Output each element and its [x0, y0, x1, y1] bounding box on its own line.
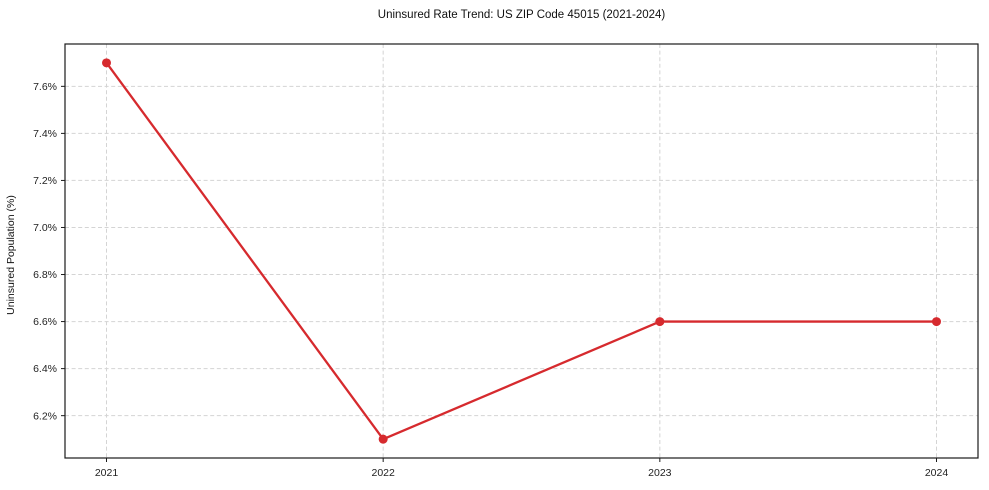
x-tick-label: 2022	[371, 467, 395, 479]
x-tick-label: 2024	[925, 467, 949, 479]
data-point-2023	[655, 317, 665, 327]
x-tick-label: 2023	[648, 467, 672, 479]
data-point-2022	[378, 434, 388, 444]
trend-line	[105, 61, 938, 441]
y-tick-label: 6.6%	[33, 316, 57, 328]
y-tick-label: 7.2%	[33, 175, 57, 187]
y-tick-label: 6.2%	[33, 410, 57, 422]
y-tick-label: 7.4%	[33, 128, 57, 140]
data-point-2024	[932, 317, 941, 327]
data-point-2021	[102, 58, 111, 68]
x-tick-label: 2021	[95, 467, 119, 479]
y-tick-label: 7.6%	[33, 81, 57, 93]
y-tick-label: 7.0%	[33, 222, 57, 234]
plot-border	[64, 43, 979, 459]
y-tick-label: 6.8%	[33, 269, 57, 281]
y-tick-label: 6.4%	[33, 363, 57, 375]
chart-title: Uninsured Rate Trend: US ZIP Code 45015 …	[377, 9, 666, 21]
